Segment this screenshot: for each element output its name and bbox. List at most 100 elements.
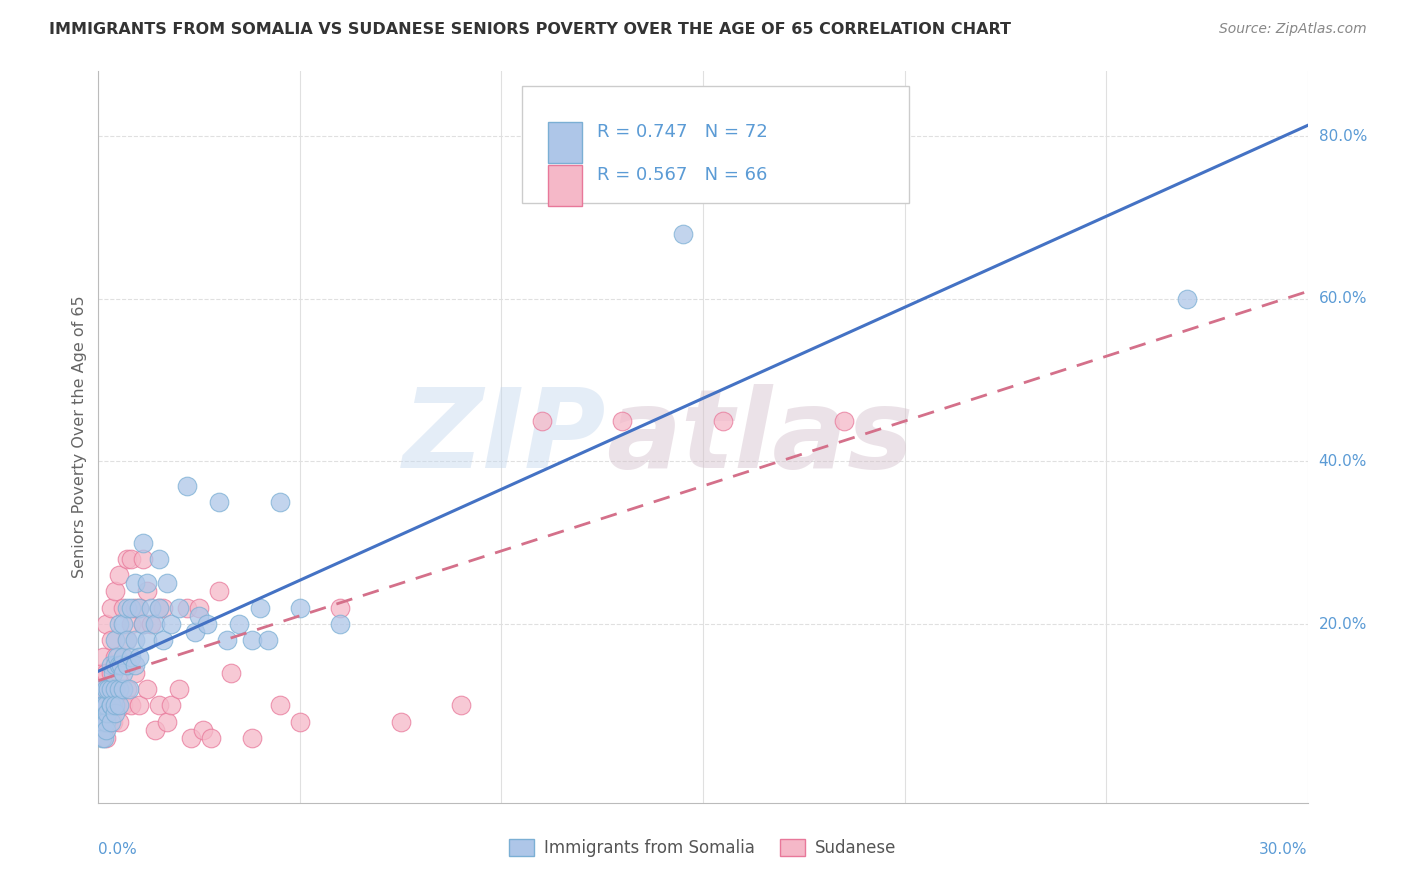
Point: [1175, 292, 1198, 306]
Point: [96, 681, 118, 696]
Point: [160, 617, 183, 632]
Point: [132, 617, 155, 632]
Point: [176, 479, 198, 493]
Point: [115, 552, 138, 566]
Point: [288, 600, 311, 615]
Point: [112, 665, 135, 680]
Point: [132, 617, 155, 632]
Text: 30.0%: 30.0%: [1260, 842, 1308, 856]
Point: [111, 698, 134, 713]
Point: [124, 633, 146, 648]
Point: [200, 731, 222, 745]
Point: [249, 600, 271, 615]
Point: [100, 657, 122, 672]
Point: [115, 600, 138, 615]
Point: [208, 495, 231, 509]
Point: [329, 600, 352, 615]
Point: [107, 665, 129, 680]
Point: [148, 600, 170, 615]
Point: [143, 617, 166, 632]
Point: [107, 657, 129, 672]
Point: [156, 714, 179, 729]
Point: [115, 657, 138, 672]
Point: [111, 649, 134, 664]
Point: [111, 617, 134, 632]
Point: [711, 414, 734, 428]
Point: [115, 633, 138, 648]
Point: [107, 681, 129, 696]
Point: [148, 552, 170, 566]
Point: [228, 617, 250, 632]
Point: [135, 584, 157, 599]
Text: 80.0%: 80.0%: [1319, 128, 1367, 144]
Point: [195, 617, 218, 632]
Y-axis label: Seniors Poverty Over the Age of 65: Seniors Poverty Over the Age of 65: [72, 296, 87, 578]
Point: [188, 600, 211, 615]
Point: [832, 414, 855, 428]
Point: [132, 552, 155, 566]
Text: 20.0%: 20.0%: [1319, 616, 1367, 632]
Point: [128, 600, 150, 615]
Point: [193, 723, 215, 737]
Point: [111, 600, 134, 615]
Point: [103, 584, 125, 599]
Point: [148, 600, 170, 615]
Point: [672, 227, 695, 241]
Text: atlas: atlas: [606, 384, 914, 491]
Text: 40.0%: 40.0%: [1319, 454, 1367, 469]
Point: [120, 552, 142, 566]
Point: [103, 649, 125, 664]
Point: [105, 698, 128, 713]
Point: [96, 698, 118, 713]
Point: [288, 714, 311, 729]
Point: [120, 698, 142, 713]
Point: [97, 714, 120, 729]
Point: [96, 706, 118, 721]
Point: [124, 600, 146, 615]
Point: [240, 633, 263, 648]
Point: [128, 698, 150, 713]
Point: [115, 681, 138, 696]
Point: [143, 723, 166, 737]
Point: [100, 665, 122, 680]
Point: [101, 714, 124, 729]
Point: [107, 698, 129, 713]
Point: [100, 698, 122, 713]
Point: [269, 495, 291, 509]
Point: [176, 600, 198, 615]
Point: [256, 633, 278, 648]
Text: R = 0.567   N = 66: R = 0.567 N = 66: [596, 166, 766, 185]
Point: [530, 414, 553, 428]
Point: [91, 714, 114, 729]
Point: [148, 698, 170, 713]
Point: [167, 681, 190, 696]
Point: [135, 633, 157, 648]
Point: [217, 633, 239, 648]
Point: [612, 414, 634, 428]
Point: [132, 535, 155, 549]
Text: 60.0%: 60.0%: [1319, 292, 1367, 307]
Point: [101, 665, 124, 680]
Point: [124, 657, 146, 672]
Point: [450, 698, 472, 713]
Point: [96, 731, 118, 745]
Bar: [548, 165, 582, 205]
Point: [93, 731, 115, 745]
Point: [96, 665, 118, 680]
Point: [107, 568, 129, 582]
Point: [135, 576, 157, 591]
Text: IMMIGRANTS FROM SOMALIA VS SUDANESE SENIORS POVERTY OVER THE AGE OF 65 CORRELATI: IMMIGRANTS FROM SOMALIA VS SUDANESE SENI…: [49, 22, 1011, 37]
Legend: Immigrants from Somalia, Sudanese: Immigrants from Somalia, Sudanese: [503, 832, 903, 864]
Point: [93, 681, 115, 696]
Point: [105, 649, 128, 664]
Point: [120, 649, 142, 664]
Point: [96, 723, 118, 737]
Point: [160, 698, 183, 713]
Point: [90, 714, 112, 729]
Point: [103, 633, 125, 648]
Point: [128, 649, 150, 664]
Point: [89, 681, 111, 696]
Point: [128, 600, 150, 615]
Point: [120, 617, 142, 632]
Point: [91, 665, 114, 680]
